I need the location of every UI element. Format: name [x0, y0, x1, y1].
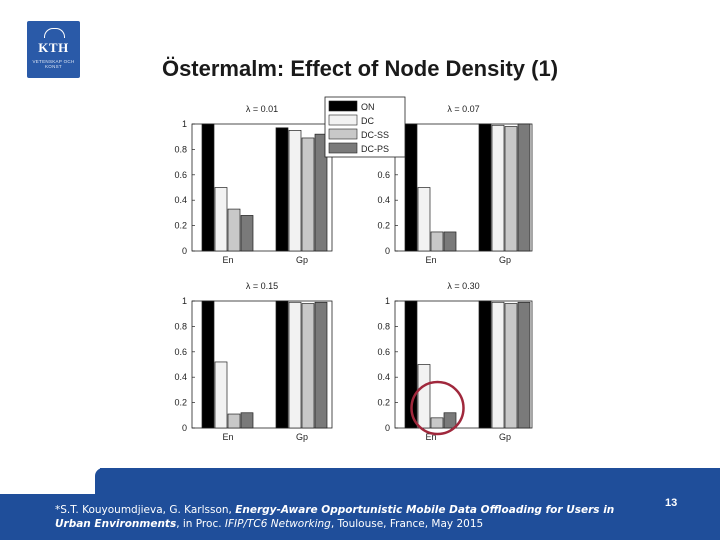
legend-label: ON: [361, 102, 375, 112]
y-tick-label: 0: [385, 246, 390, 256]
bar: [201, 123, 215, 252]
bar: [417, 364, 431, 429]
y-tick-label: 0.6: [377, 170, 390, 180]
highlight-circle: [410, 380, 465, 436]
y-tick-label: 0.4: [377, 372, 390, 382]
citation-venue: IFIP/TC6 Networking: [224, 518, 331, 530]
legend-swatch: [328, 142, 358, 154]
legend-swatch: [328, 100, 358, 112]
citation-paper-title: Energy-Aware Opportunistic Mobile Data O…: [55, 504, 615, 530]
y-tick-label: 0.2: [174, 398, 187, 408]
kth-logo: KTH VETENSKAP OCH KONST: [27, 21, 80, 78]
bar: [301, 303, 315, 429]
y-tick-label: 0.4: [174, 372, 187, 382]
x-tick-label: En: [222, 432, 233, 442]
panel-title: λ = 0.07: [447, 104, 479, 114]
x-tick-label: En: [222, 255, 233, 265]
y-tick-label: 0.6: [174, 170, 187, 180]
bar: [478, 300, 492, 429]
y-tick-label: 1: [385, 296, 390, 306]
bar: [288, 130, 302, 252]
bar: [227, 208, 241, 252]
x-tick-label: Gp: [296, 432, 308, 442]
legend-label: DC: [361, 116, 374, 126]
y-tick-label: 0: [182, 423, 187, 433]
x-tick-label: En: [425, 432, 436, 442]
footer-wedge: [0, 494, 100, 540]
bar: [404, 123, 418, 252]
legend-swatch: [328, 128, 358, 140]
footer-bar: [100, 468, 720, 540]
y-tick-label: 0.2: [377, 221, 390, 231]
bar: [240, 215, 254, 252]
y-tick-label: 0.8: [377, 321, 390, 331]
legend-label: DC-SS: [361, 130, 389, 140]
bar: [491, 301, 505, 429]
citation-venue-suffix: , Toulouse, France, May 2015: [330, 518, 484, 530]
y-tick-label: 0: [182, 246, 187, 256]
citation-authors: *S.T. Kouyoumdjieva, G. Karlsson,: [55, 504, 236, 516]
bar: [214, 361, 228, 429]
bar: [504, 303, 518, 429]
bar: [430, 417, 444, 429]
bar: [478, 123, 492, 252]
y-tick-label: 0.8: [174, 144, 187, 154]
x-tick-label: En: [425, 255, 436, 265]
logo-subtext: VETENSKAP OCH KONST: [32, 59, 75, 69]
y-tick-label: 1: [182, 296, 187, 306]
bar: [443, 412, 457, 429]
legend-label: DC-PS: [361, 144, 389, 154]
y-tick-label: 0: [385, 423, 390, 433]
bar: [214, 187, 228, 252]
bar: [227, 413, 241, 429]
citation: *S.T. Kouyoumdjieva, G. Karlsson, Energy…: [55, 503, 635, 531]
bar: [240, 412, 254, 429]
bar: [443, 231, 457, 252]
panel-title: λ = 0.30: [447, 281, 479, 291]
slide-title: Östermalm: Effect of Node Density (1): [161, 56, 559, 81]
bar: [504, 126, 518, 252]
bar: [491, 124, 505, 252]
bar-chart-grid: λ = 0.01 0 0.2 0.4 0.6 0.8 1 En Gp λ = 0.07 0 0.2 0.…: [174, 96, 533, 442]
bar: [417, 187, 431, 252]
bar: [301, 137, 315, 252]
citation-venue-prefix: , in Proc.: [176, 518, 225, 530]
y-tick-label: 0.6: [174, 347, 187, 357]
y-tick-label: 0.2: [377, 398, 390, 408]
logo-text: KTH: [38, 40, 69, 55]
x-tick-label: Gp: [296, 255, 308, 265]
bar: [314, 133, 328, 252]
bar: [275, 300, 289, 429]
page-number: 13: [665, 497, 678, 509]
bar: [430, 231, 444, 252]
y-tick-label: 0.6: [377, 347, 390, 357]
y-tick-label: 0.4: [174, 195, 187, 205]
bar: [314, 301, 328, 429]
legend-swatch: [328, 114, 358, 126]
y-tick-label: 0.4: [377, 195, 390, 205]
x-tick-label: Gp: [499, 255, 511, 265]
footer-band: [0, 468, 720, 540]
bar: [517, 301, 531, 429]
panel-title: λ = 0.01: [246, 104, 278, 114]
y-tick-label: 1: [182, 119, 187, 129]
y-tick-label: 0.2: [174, 221, 187, 231]
bar: [288, 301, 302, 429]
bar: [201, 300, 215, 429]
bar: [517, 123, 531, 252]
bar: [275, 127, 289, 252]
y-tick-label: 0.8: [174, 321, 187, 331]
x-tick-label: Gp: [499, 432, 511, 442]
panel-title: λ = 0.15: [246, 281, 278, 291]
